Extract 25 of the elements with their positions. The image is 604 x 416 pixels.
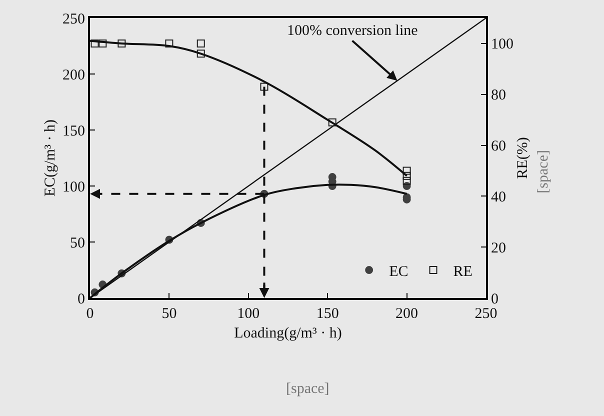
y2-tick-label: 0 [491,291,498,308]
y2-axis-title: RE(%) [515,137,531,179]
text: [space] [535,150,552,194]
y-axis-title: EC(g/m³ · h) [42,120,58,196]
text: [space] [286,381,330,397]
y-tick-label: 50 [70,235,85,252]
x-tick-label: 150 [316,306,339,322]
y-tick-label: 150 [62,123,85,140]
annotation: 100% conversion line [287,23,418,39]
x-tick-label: 100 [237,306,260,322]
x-tick-label: 50 [162,306,177,322]
y2-tick-label: 40 [491,189,506,206]
y-tick-label: 100 [62,179,85,196]
x-axis-title: Loading(g/m³ · h) [234,326,342,342]
legend-label: EC [389,264,408,280]
x-tick-label: 250 [474,306,498,322]
y2-tick-label: 60 [491,138,506,155]
y-tick-label: 0 [78,291,85,308]
x-tick-label: 200 [396,306,418,322]
y2-tick-label: 20 [491,240,506,256]
legend-label: RE [453,264,472,280]
y2-tick-label: 80 [491,88,506,104]
y-tick-label: 200 [62,67,85,84]
y2-tick-label: 100 [491,36,514,53]
y-tick-label: 250 [62,11,85,28]
